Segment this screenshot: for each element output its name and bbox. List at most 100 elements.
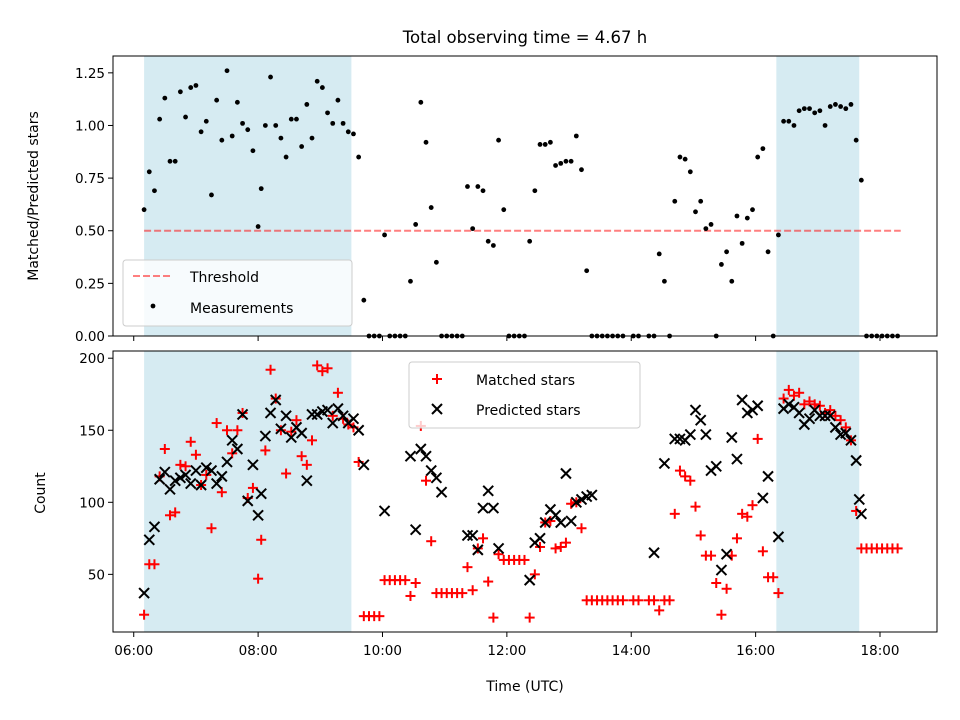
- x-tick-label: 16:00: [736, 643, 775, 659]
- measurement-point: [677, 154, 683, 160]
- matched-stars-point: [260, 445, 271, 456]
- matched-stars-point: [550, 543, 561, 554]
- measurement-point: [568, 158, 574, 164]
- measurement-point: [314, 78, 320, 84]
- x-tick-label: 14:00: [612, 643, 651, 659]
- measurement-point: [786, 118, 792, 124]
- predicted-stars-point: [549, 509, 562, 521]
- predicted-stars-point: [148, 521, 161, 533]
- predicted-stars-point: [285, 431, 297, 444]
- predicted-stars-point: [358, 459, 370, 471]
- predicted-stars-point: [236, 408, 249, 421]
- predicted-stars-point: [466, 529, 479, 542]
- measurement-point: [739, 240, 745, 246]
- predicted-stars-point: [669, 433, 681, 445]
- measurement-point: [250, 148, 256, 154]
- matched-stars-point: [421, 475, 432, 486]
- matched-stars-point: [731, 533, 742, 544]
- measurement-point: [141, 207, 147, 213]
- predicted-stars-point: [255, 487, 267, 500]
- matched-stars-point: [519, 554, 530, 565]
- predicted-stars-point: [327, 417, 339, 429]
- matched-stars-point: [159, 443, 170, 454]
- matched-stars-point: [275, 425, 286, 436]
- matched-stars-point: [281, 468, 292, 479]
- predicted-stars-point: [762, 470, 774, 483]
- predicted-stars-point: [726, 431, 738, 444]
- shaded-interval: [776, 351, 860, 632]
- matched-stars-point: [524, 612, 535, 623]
- measurement-point: [563, 158, 569, 164]
- threshold-legend-label: Threshold: [189, 270, 259, 286]
- matched-stars-point: [752, 433, 763, 444]
- measurement-point: [172, 158, 178, 164]
- predicted-stars-point: [195, 479, 207, 491]
- x-tick-label: 12:00: [487, 643, 526, 659]
- measurement-point: [214, 97, 220, 103]
- predicted-stars-point: [689, 404, 702, 416]
- measurement-point: [470, 226, 476, 232]
- measurement-point: [433, 259, 439, 265]
- matched-stars-point: [742, 511, 753, 522]
- matched-stars-point: [633, 595, 644, 606]
- predicted-stars-point: [179, 469, 192, 481]
- matched-stars-point: [256, 534, 267, 545]
- predicted-stars-point: [684, 428, 697, 441]
- predicted-stars-point: [853, 493, 865, 506]
- predicted-stars-point: [264, 407, 277, 419]
- y-tick-label: 0.00: [75, 329, 105, 345]
- y-tick-label: 1.25: [75, 66, 105, 82]
- matched-stars-point: [307, 435, 318, 446]
- predicted-stars-point: [560, 467, 572, 480]
- measurement-point: [532, 188, 538, 194]
- measurement-point: [708, 222, 714, 227]
- matched-stars-point: [170, 507, 181, 518]
- predicted-stars-point: [803, 413, 816, 425]
- measurement-point: [579, 167, 584, 173]
- measurement-point: [245, 127, 251, 133]
- predicted-stars-point: [523, 574, 536, 586]
- matched-stars-point: [690, 501, 701, 512]
- measurement-point: [817, 108, 823, 114]
- predicted-stars-point: [850, 454, 862, 467]
- matched-stars-point: [711, 578, 722, 589]
- predicted-stars-point: [205, 464, 218, 477]
- predicted-stars-point: [731, 453, 743, 465]
- matched-stars-point: [206, 523, 217, 534]
- matched-stars-point: [139, 609, 150, 620]
- matched-stars-point: [804, 396, 815, 407]
- shaded-interval: [776, 56, 860, 336]
- predicted-stars-point: [404, 450, 417, 462]
- measurement-point: [527, 238, 533, 244]
- predicted-stars-point: [226, 434, 238, 447]
- measurement-point: [258, 186, 264, 192]
- predicted-stars-point: [420, 450, 432, 462]
- measurement-point: [822, 123, 828, 128]
- measurement-point: [801, 106, 807, 112]
- y-tick-label: 50: [88, 567, 105, 583]
- matched-stars-point: [737, 508, 748, 519]
- predicted-stars-point: [430, 472, 443, 484]
- predicted-legend-label: Predicted stars: [476, 403, 581, 419]
- measurement-point: [693, 209, 698, 215]
- predicted-stars-point: [539, 516, 551, 529]
- measurement-point: [268, 74, 273, 80]
- matched-stars-point: [175, 459, 186, 470]
- matched-stars-point: [576, 523, 587, 534]
- predicted-stars-point: [435, 486, 448, 498]
- count-legend: Matched stars Predicted stars: [408, 361, 641, 429]
- measurement-point: [428, 205, 434, 210]
- predicted-legend-swatch: [431, 403, 443, 415]
- predicted-stars-point: [252, 509, 264, 521]
- count-axes-frame: [112, 350, 938, 633]
- x-tick-label: 18:00: [861, 643, 900, 659]
- count-legend-box: [408, 361, 641, 429]
- matched-stars-point: [664, 595, 675, 606]
- measurement-point: [418, 99, 424, 105]
- predicted-stars-point: [332, 402, 344, 415]
- predicted-stars-point: [772, 531, 785, 543]
- matched-stars-point: [247, 482, 258, 493]
- predicted-stars-point: [492, 542, 505, 555]
- predicted-stars-point: [306, 408, 318, 421]
